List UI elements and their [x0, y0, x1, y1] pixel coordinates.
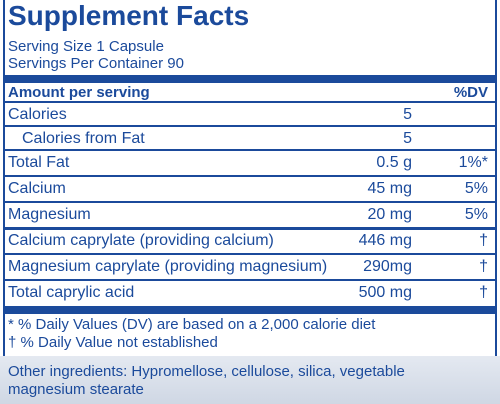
- daily-value: †: [479, 258, 488, 275]
- left-border: [3, 0, 5, 356]
- daily-value: †: [479, 284, 488, 301]
- serving-size: Serving Size 1 Capsule: [8, 38, 164, 55]
- right-border: [495, 0, 497, 356]
- other-ingredients: Other ingredients: Hypromellose, cellulo…: [8, 363, 405, 398]
- daily-value: 5%: [464, 180, 488, 197]
- title: Supplement Facts: [8, 0, 250, 31]
- amount: 5: [403, 106, 412, 123]
- amount: 290mg: [363, 258, 412, 275]
- thick-rule: [4, 306, 496, 314]
- rule: [4, 149, 496, 151]
- nutrient-name: Total Fat: [8, 154, 70, 171]
- amount: 45 mg: [367, 180, 412, 197]
- nutrient-name: Calcium caprylate (providing calcium): [8, 232, 274, 249]
- daily-value: 5%: [464, 206, 488, 223]
- nutrient-name: Magnesium: [8, 206, 91, 223]
- nutrient-name: Calories: [8, 106, 67, 123]
- servings-per-container: Servings Per Container 90: [8, 55, 184, 72]
- nutrient-name: Calories from Fat: [22, 130, 145, 147]
- amount: 20 mg: [367, 206, 412, 223]
- amount-header: Amount per serving: [8, 84, 150, 101]
- rule: [4, 201, 496, 203]
- rule: [4, 175, 496, 177]
- thick-rule: [4, 75, 496, 83]
- daily-value: †: [479, 232, 488, 249]
- footnote: * % Daily Values (DV) are based on a 2,0…: [8, 316, 376, 333]
- daily-value: 1%*: [458, 154, 488, 171]
- footnote: † % Daily Value not established: [8, 334, 218, 351]
- amount: 446 mg: [358, 232, 412, 249]
- nutrient-name: Calcium: [8, 180, 66, 197]
- rule: [4, 226, 496, 230]
- nutrient-name: Magnesium caprylate (providing magnesium…: [8, 258, 328, 275]
- amount: 500 mg: [358, 284, 412, 301]
- amount: 5: [403, 130, 412, 147]
- rule: [4, 125, 496, 127]
- rule: [4, 279, 496, 281]
- amount: 0.5 g: [376, 154, 412, 171]
- dv-header: %DV: [453, 84, 488, 101]
- nutrient-name: Total caprylic acid: [8, 284, 135, 301]
- rule: [4, 101, 496, 103]
- rule: [4, 253, 496, 255]
- ingredients-band: [0, 356, 500, 404]
